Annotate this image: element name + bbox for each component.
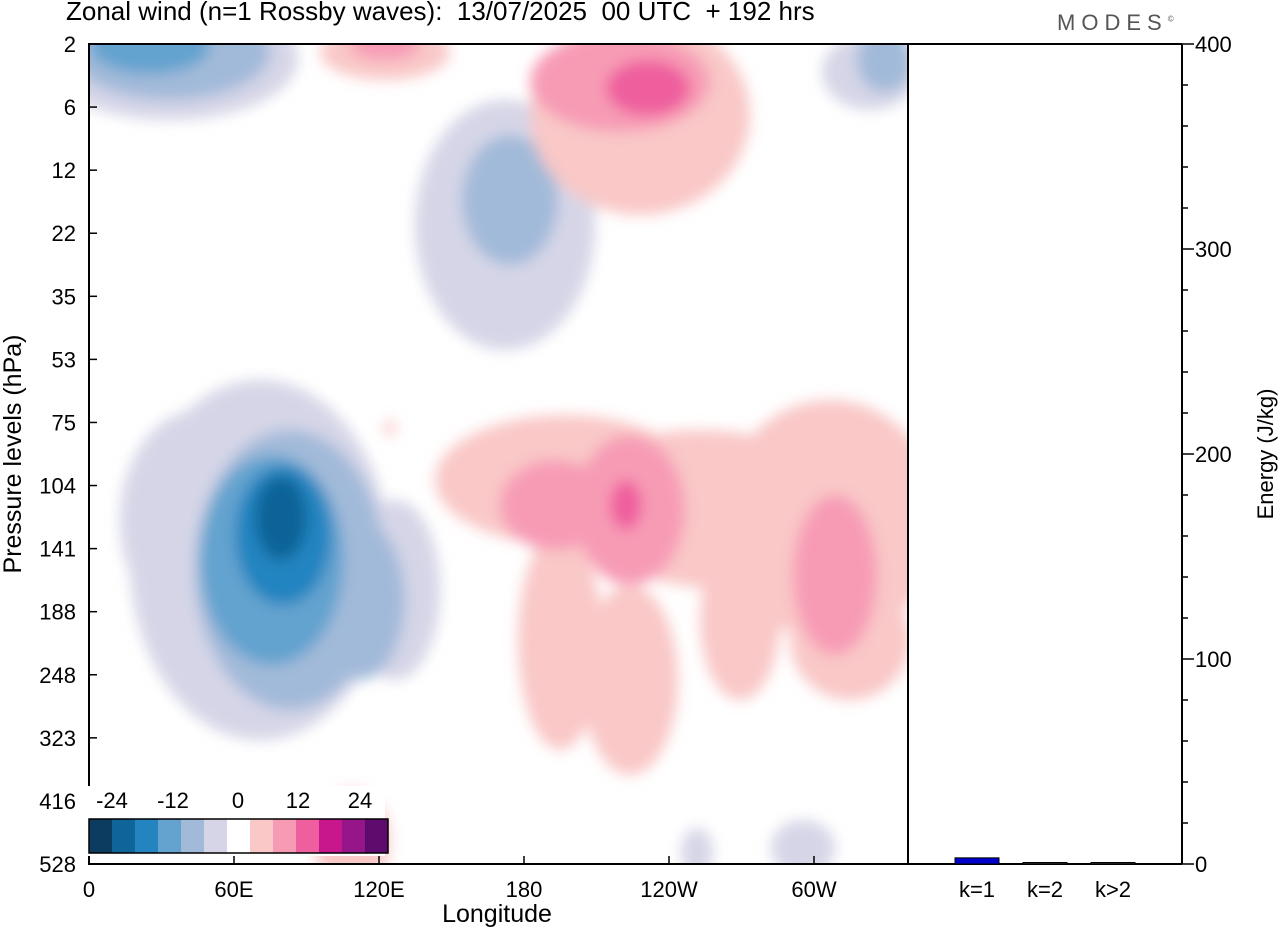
y-tick-label: 141 [39,537,76,562]
y-tick-label: 188 [39,600,76,625]
energy-bar [1022,862,1068,865]
contour-region [255,476,307,560]
x-tick-label: 180 [506,877,543,902]
bar-category-label: k>2 [1095,877,1131,902]
y-tick-label: 53 [52,347,76,372]
x-tick-label: 60E [214,877,253,902]
y-tick-label: 2 [64,32,76,57]
y-tick-label: 6 [64,95,76,120]
colorbar-swatch [112,819,135,853]
y-tick-label: 104 [39,474,76,499]
colorbar-swatch [181,819,204,853]
colorbar-swatch [135,819,158,853]
energy-bar [1090,862,1136,865]
contour-region [462,135,558,265]
colorbar-frame [88,818,389,854]
colorbar-label: 12 [286,788,310,813]
colorbar: -24 -12 0 12 24 [85,786,389,856]
x-tick-label: 0 [83,877,95,902]
brand-logo: MODES© [1057,10,1174,36]
x-axis-label: Longitude [442,900,552,928]
bar-series: k=1 k=2 k>2 [954,857,1136,902]
bar-category-label: k=1 [959,877,995,902]
bar-category-label: k=2 [1027,877,1063,902]
colorbar-swatch [158,819,181,853]
energy-tick-label: 400 [1195,32,1232,57]
colorbar-swatch [250,819,273,853]
contour-region [793,495,877,655]
contour-region [320,44,450,80]
energy-tick-label: 200 [1195,442,1232,467]
y-axis-label: Pressure levels (hPa) [0,335,27,574]
colorbar-swatch [204,819,227,853]
contour-field [89,44,908,864]
energy-tick-label: 0 [1195,852,1207,877]
contour-region [857,44,908,92]
colorbar-swatch [227,819,250,853]
bar-axes: 0 100 200 300 400 [1182,32,1232,877]
y-tick-label: 22 [52,221,76,246]
colorbar-label: -12 [157,788,189,813]
y-tick-label: 12 [52,158,76,183]
x-tick-label: 120W [640,877,698,902]
y-tick-label: 528 [39,852,76,877]
colorbar-swatch [319,819,342,853]
energy-bar [954,857,1000,865]
heatmap-axes: 0 60E 120E 180 120W 60W 2 6 12 22 35 53 75 104 141 188 2… [39,32,837,902]
y-tick-label: 75 [52,410,76,435]
colorbar-swatch [89,819,112,853]
y-tick-label: 323 [39,726,76,751]
colorbar-label: -24 [96,788,128,813]
colorbar-swatch [365,819,388,853]
contour-region [582,585,678,775]
x-tick-label: 120E [353,877,404,902]
contour-region [606,60,690,116]
colorbar-label: 24 [348,788,372,813]
contour-region [350,44,420,60]
y-tick-label: 248 [39,663,76,688]
colorbar-swatch [296,819,319,853]
contour-region [518,530,602,750]
colorbar-swatch [342,819,365,853]
y-tick-label: 35 [52,284,76,309]
energy-tick-label: 100 [1195,647,1232,672]
contour-region [384,420,396,436]
contour-region [681,828,713,864]
heatmap-frame [88,43,909,865]
y-tick-label: 416 [39,789,76,814]
chart-title: Zonal wind (n=1 Rossby waves): 13/07/202… [66,0,815,26]
x-tick-label: 60W [791,877,836,902]
brand-mark: © [1167,14,1174,24]
colorbar-label: 0 [232,788,244,813]
contour-region [771,820,835,864]
contour-region [610,480,642,530]
contour-region [137,540,167,640]
colorbar-swatch [273,819,296,853]
energy-tick-label: 300 [1195,237,1232,262]
brand-text: MODES [1057,10,1168,35]
energy-axis-label: Energy (J/kg) [1253,389,1278,520]
contour-region [90,44,210,74]
